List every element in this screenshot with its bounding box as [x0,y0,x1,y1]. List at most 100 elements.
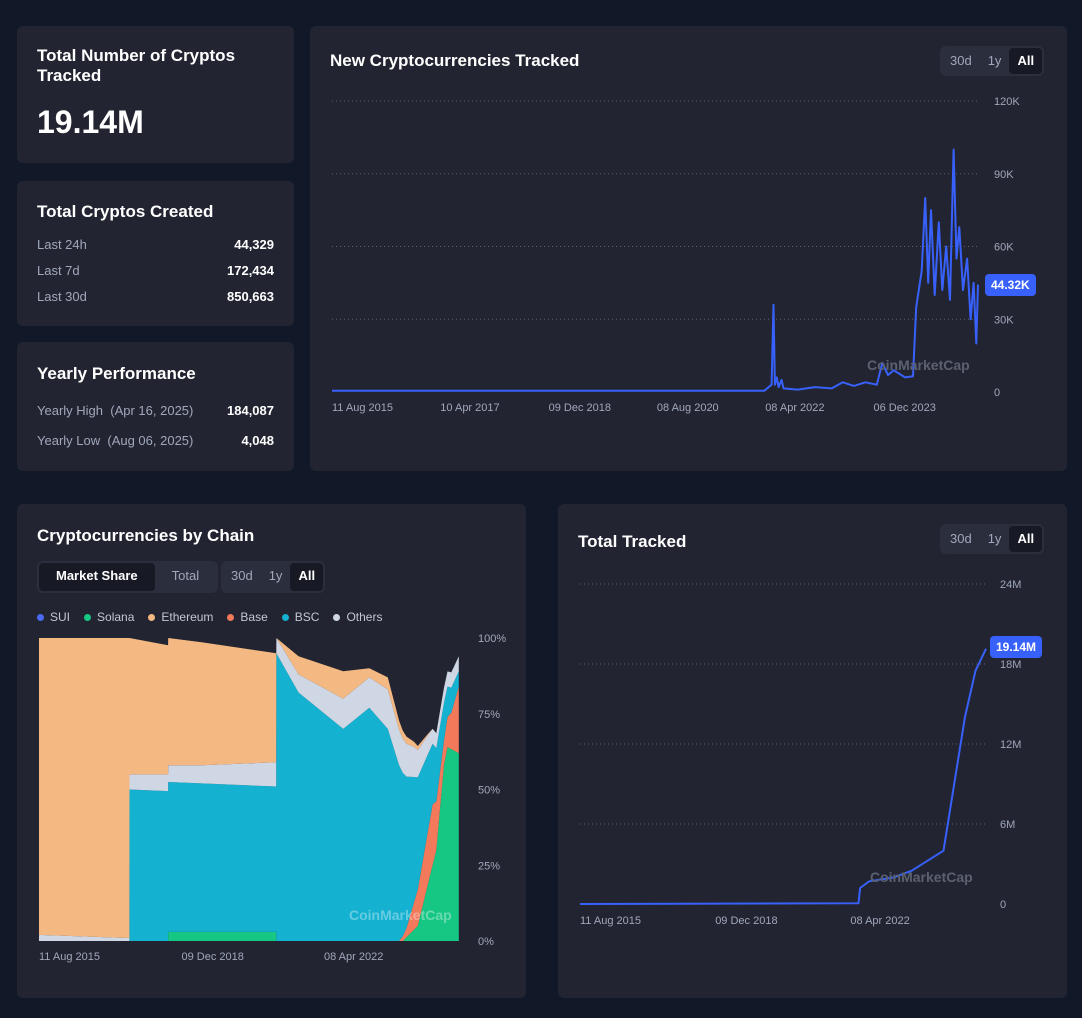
range-selector: 30d 1y All [940,524,1045,554]
range-all[interactable]: All [1009,526,1043,552]
legend-dot [281,613,289,621]
y-tick-label: 50% [478,785,500,797]
total-tracked-chart: 24M 18M 12M 6M 0 11 Aug 2015 09 Dec 2018 08 Apr… [579,579,1021,927]
watermark: CoinMarketCap [870,869,973,885]
legend-label: Base [240,610,268,624]
range-1y[interactable]: 1y [987,531,1002,546]
total-tracked-chart-card: Total Tracked 30d 1y All 24M 18M 12M 6M 0 11 … [558,504,1067,998]
y-tick-label: 24M [1000,579,1021,591]
x-tick-label: 06 Dec 2023 [874,402,936,414]
created-row-30d: Last 30d 850,663 [37,289,274,304]
range-30d[interactable]: 30d [231,568,253,583]
yearly-label: Yearly Low [37,433,101,448]
watermark: CoinMarketCap [349,907,452,923]
range-all[interactable]: All [290,563,324,591]
series-line [332,148,979,392]
y-tick-label: 90K [994,169,1014,181]
tab-total[interactable]: Total [171,568,200,583]
range-1y[interactable]: 1y [268,568,283,583]
mode-selector: Market Share Total [37,561,219,593]
legend-item-ethereum[interactable]: Ethereum [148,610,213,624]
x-tick-label: 09 Dec 2018 [715,915,777,927]
by-chain-chart: 100% 75% 50% 25% 0% 11 Aug 2015 09 Dec 2018 08 … [39,633,506,963]
legend-item-sui[interactable]: SUI [37,610,70,624]
x-tick-label: 08 Apr 2022 [324,951,383,963]
range-30d[interactable]: 30d [950,531,972,546]
area-bsc [39,653,459,941]
y-tick-label: 25% [478,860,500,872]
watermark: CoinMarketCap [867,357,970,373]
by-chain-title: Cryptocurrencies by Chain [37,526,255,545]
created-label: Last 30d [37,289,87,304]
created-label: Last 24h [37,237,87,252]
y-tick-label: 12M [1000,739,1021,751]
created-value: 850,663 [227,289,274,304]
created-row-24h: Last 24h 44,329 [37,237,274,252]
tab-market-share[interactable]: Market Share [39,563,155,591]
x-tick-label: 11 Aug 2015 [580,915,641,927]
yearly-low-row: Yearly Low (Aug 06, 2025) 4,048 [37,433,274,448]
legend-item-bsc[interactable]: BSC [281,610,320,624]
created-value: 172,434 [227,263,274,278]
range-30d[interactable]: 30d [950,53,972,68]
total-created-card: Total Cryptos Created Last 24h 44,329 Las… [17,181,294,326]
legend-item-base[interactable]: Base [227,610,268,624]
total-tracked-title: Total Number of Cryptos Tracked [37,46,236,85]
legend-label: Others [346,610,383,624]
legend-dot [148,613,156,621]
total-tracked-value: 19.14M [37,104,144,140]
yearly-label: Yearly High [37,403,104,418]
legend-dot [333,613,341,621]
new-cryptos-title: New Cryptocurrencies Tracked [330,51,580,70]
legend-dot [37,613,44,621]
yearly-title: Yearly Performance [37,364,196,383]
legend-label: SUI [50,610,71,624]
series-line [579,648,987,905]
y-tick-label: 0 [1000,899,1006,911]
area-base [39,686,459,941]
range-all[interactable]: All [1009,48,1043,74]
yearly-performance-card: Yearly Performance Yearly High (Apr 16, … [17,342,294,471]
legend-item-solana[interactable]: Solana [84,610,134,624]
legend-label: Ethereum [161,610,214,624]
legend-item-others[interactable]: Others [333,610,382,624]
total-created-title: Total Cryptos Created [37,202,214,221]
yearly-high-row: Yearly High (Apr 16, 2025) 184,087 [37,403,274,418]
created-label: Last 7d [37,263,80,278]
legend-label: Solana [97,610,135,624]
current-value-badge: 44.32K [985,274,1036,296]
range-1y[interactable]: 1y [987,53,1002,68]
yearly-date: (Apr 16, 2025) [110,403,194,418]
created-value: 44,329 [234,237,274,252]
x-tick-label: 08 Apr 2022 [850,915,909,927]
current-value-badge: 19.14M [990,636,1043,658]
range-selector: 30d 1y All [221,561,326,593]
range-selector: 30d 1y All [940,46,1045,76]
x-tick-label: 10 Apr 2017 [440,402,499,414]
new-cryptos-chart: 120K 90K 60K 30K 0 11 Aug 2015 10 Apr 2017 09 D… [332,96,1020,414]
legend-dot [84,613,92,621]
y-tick-label: 0% [478,936,494,948]
y-tick-label: 0 [994,387,1000,399]
chart-legend: SUI Solana Ethereum Base BSC Others [37,610,382,624]
x-tick-label: 08 Apr 2022 [765,402,824,414]
x-tick-label: 11 Aug 2015 [39,951,100,963]
y-tick-label: 60K [994,242,1014,254]
x-tick-label: 09 Dec 2018 [182,951,244,963]
x-tick-label: 11 Aug 2015 [332,402,393,414]
y-tick-label: 120K [994,96,1020,108]
yearly-date: (Aug 06, 2025) [107,433,194,448]
area-ethereum [39,638,459,938]
by-chain-card: Cryptocurrencies by Chain Market Share T… [17,504,526,998]
total-tracked-card: Total Number of Cryptos Tracked 19.14M [17,26,294,163]
y-tick-label: 30K [994,314,1014,326]
y-tick-label: 100% [478,633,506,645]
y-tick-label: 75% [478,709,500,721]
legend-label: BSC [294,610,320,624]
yearly-value: 4,048 [241,433,274,448]
yearly-value: 184,087 [227,403,274,418]
created-row-7d: Last 7d 172,434 [37,263,274,278]
new-cryptos-card: New Cryptocurrencies Tracked 30d 1y All … [310,26,1067,471]
y-tick-label: 18M [1000,659,1021,671]
total-tracked-chart-title: Total Tracked [578,532,687,551]
